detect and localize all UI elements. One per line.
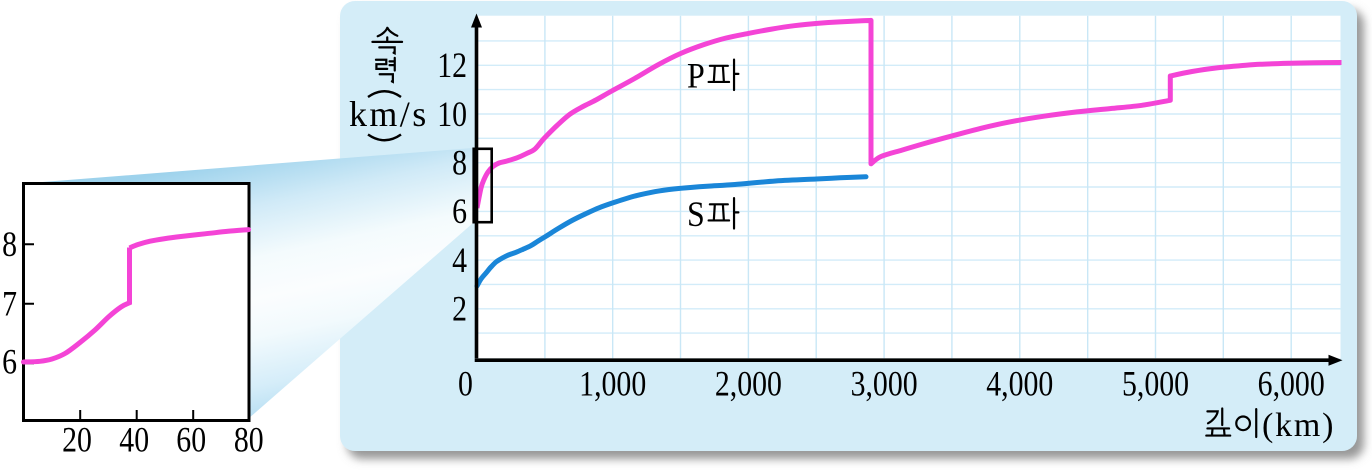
- svg-text:8: 8: [452, 144, 467, 183]
- svg-text:60: 60: [176, 421, 206, 460]
- svg-text:4: 4: [452, 242, 467, 281]
- svg-text:40: 40: [119, 421, 149, 460]
- svg-text:6: 6: [2, 343, 17, 382]
- svg-text:S: S: [687, 196, 705, 235]
- svg-text:7: 7: [2, 285, 17, 324]
- svg-text:5,000: 5,000: [1122, 365, 1189, 404]
- svg-text:6: 6: [452, 193, 467, 232]
- svg-text:8: 8: [2, 226, 17, 265]
- svg-text:km/s: km/s: [349, 94, 429, 134]
- svg-text:10: 10: [437, 95, 467, 134]
- svg-text:6,000: 6,000: [1258, 365, 1325, 404]
- svg-text:3,000: 3,000: [851, 365, 918, 404]
- svg-text:20: 20: [62, 421, 92, 460]
- svg-text:4,000: 4,000: [986, 365, 1053, 404]
- svg-text:2,000: 2,000: [715, 365, 782, 404]
- svg-text:1,000: 1,000: [579, 365, 646, 404]
- svg-text:2: 2: [452, 290, 467, 329]
- svg-text:0: 0: [458, 365, 473, 404]
- svg-text:80: 80: [234, 421, 264, 460]
- svg-text:P: P: [687, 57, 705, 96]
- svg-text:(km): (km): [1262, 407, 1335, 444]
- svg-text:12: 12: [437, 47, 467, 86]
